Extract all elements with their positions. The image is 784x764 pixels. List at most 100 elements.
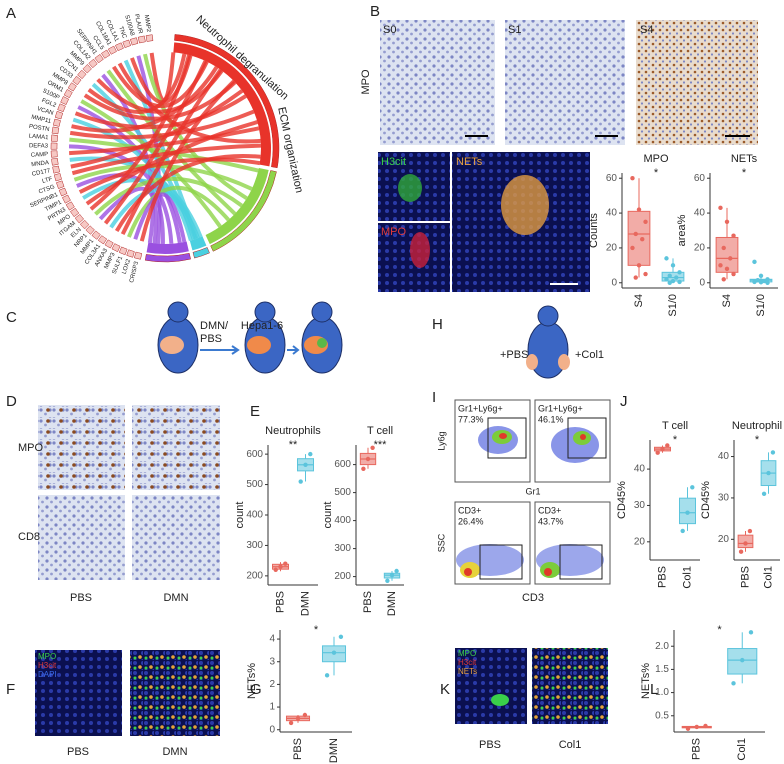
- data-point: [273, 567, 278, 572]
- data-point: [761, 491, 767, 496]
- chord-ribbon: [78, 157, 261, 194]
- gene-box: [53, 118, 61, 127]
- y-tick-label: 4: [269, 634, 275, 645]
- data-point: [703, 723, 708, 729]
- significance: *: [673, 434, 678, 446]
- significance: *: [742, 167, 747, 179]
- axis-title: Ly6g: [436, 431, 446, 450]
- chord-arc: [146, 241, 189, 255]
- channel-label: H3cit: [381, 156, 406, 168]
- y-axis-title: NETs%: [246, 663, 258, 699]
- chord-arc: [205, 167, 269, 245]
- column-label: Col1: [559, 739, 582, 751]
- gene-box: [60, 96, 70, 105]
- channel-label: MPO: [458, 649, 476, 658]
- gene-box: [104, 239, 114, 249]
- axis-title: Gr1: [525, 486, 540, 496]
- x-tick-label: Col1: [681, 566, 693, 589]
- panel-label: L: [650, 681, 658, 698]
- gene-box: [122, 39, 131, 49]
- channel-label: H3cit: [458, 658, 477, 667]
- gene-label: FGL2: [41, 98, 58, 109]
- data-point: [747, 528, 753, 534]
- chord-ribbon: [143, 53, 248, 201]
- if-signal: [491, 694, 509, 706]
- gene-label: CRISP3: [129, 260, 140, 283]
- panel-label: G: [250, 681, 262, 698]
- x-tick-label: S1/0: [667, 294, 679, 317]
- chord-ribbon: [127, 185, 231, 238]
- gene-box: [134, 251, 143, 260]
- gene-box: [82, 64, 92, 74]
- chord-ring: [192, 247, 210, 259]
- gene-label: VCAN: [36, 106, 54, 117]
- gene-box: [79, 219, 90, 230]
- panel-label: I: [432, 389, 436, 406]
- x-tick-label: PBS: [656, 566, 668, 588]
- y-tick-label: 2: [269, 679, 275, 690]
- data-point: [677, 279, 682, 285]
- x-tick-label: PBS: [274, 591, 286, 613]
- channel-label: MPO: [38, 652, 56, 661]
- gene-label: MMP11: [31, 114, 53, 125]
- y-tick-label: 0: [611, 277, 617, 288]
- stage-label: S0: [383, 24, 396, 36]
- gene-label: LTF: [42, 176, 54, 185]
- gene-label: MMP2: [143, 15, 151, 34]
- data-point: [765, 277, 770, 282]
- data-point: [685, 510, 690, 515]
- data-point: [670, 278, 676, 284]
- gene-box: [72, 75, 82, 86]
- if-image: [130, 650, 220, 736]
- data-point: [389, 573, 395, 578]
- ihc-image: [38, 405, 125, 490]
- chord-ribbon: [85, 120, 258, 206]
- y-tick-label: 20: [718, 534, 730, 545]
- y-tick-label: 0.5: [655, 710, 669, 721]
- data-point: [680, 528, 685, 534]
- y-tick-label: 60: [606, 173, 618, 184]
- y-tick-label: 2.0: [655, 641, 669, 652]
- y-tick-label: 1.5: [655, 664, 669, 675]
- box: [627, 210, 651, 266]
- data-point: [633, 231, 638, 237]
- panel-label: H: [432, 316, 443, 333]
- chord-ribbon: [114, 153, 261, 232]
- gene-box: [107, 45, 117, 55]
- y-axis-title: area%: [676, 214, 688, 246]
- y-tick-label: 500: [334, 487, 351, 498]
- data-point: [636, 207, 642, 212]
- column-label: PBS: [67, 746, 89, 758]
- chord-ring: [174, 34, 280, 169]
- gene-label: CAMP: [31, 152, 49, 159]
- row-label: MPO: [18, 442, 44, 454]
- data-point: [758, 280, 764, 285]
- data-point: [758, 273, 764, 279]
- column-label: DMN: [163, 592, 188, 604]
- x-tick-label: PBS: [362, 591, 374, 613]
- gene-label: LAMA1: [29, 134, 50, 142]
- gene-label: TNC: [117, 26, 127, 40]
- chord-diagram: MMP2PLAURS100A8TNCCOL1A1COL18A1CCL5SERPI…: [28, 13, 305, 283]
- gene-box: [50, 142, 58, 150]
- data-point: [630, 176, 635, 181]
- data-point: [365, 456, 371, 462]
- chord-ribbon: [69, 137, 259, 173]
- gate-percent: 43.7%: [538, 516, 564, 526]
- axis-title: SSC: [436, 533, 446, 552]
- data-point: [752, 279, 757, 285]
- data-point: [674, 275, 679, 280]
- chord-ribbon: [71, 66, 219, 133]
- significance: ***: [374, 439, 388, 451]
- gene-box: [118, 246, 128, 256]
- data-point: [738, 549, 744, 554]
- y-axis-title: Counts: [588, 213, 600, 248]
- gene-box: [137, 35, 146, 44]
- data-point: [385, 578, 390, 583]
- chart-title: Neutrophils: [265, 425, 321, 437]
- gene-box: [63, 89, 73, 99]
- y-tick-label: 20: [634, 536, 646, 547]
- data-point: [636, 263, 642, 268]
- data-point: [677, 270, 682, 275]
